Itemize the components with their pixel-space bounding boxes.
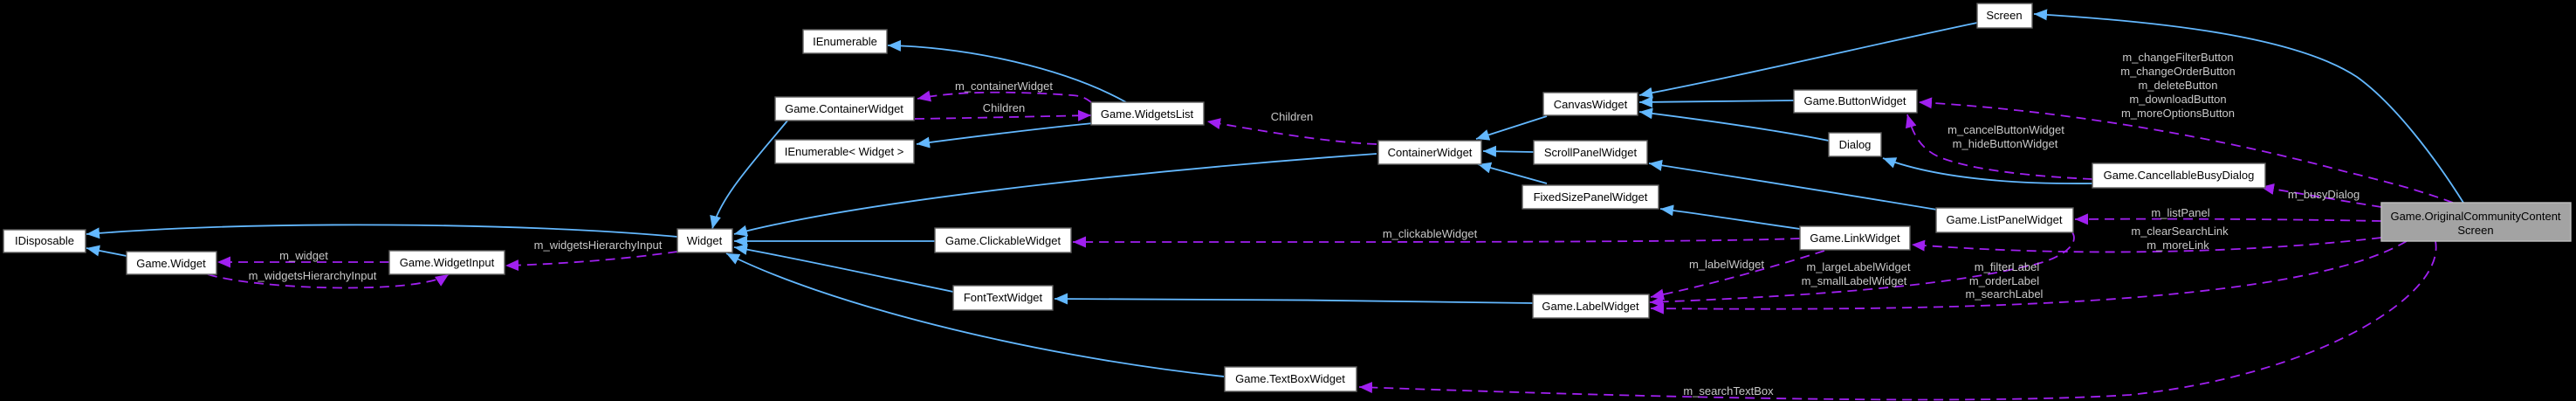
svg-text:IEnumerable: IEnumerable [813, 35, 877, 48]
svg-text:m_clickableWidget: m_clickableWidget [1383, 227, 1478, 240]
svg-text:m_downloadButton: m_downloadButton [2129, 93, 2226, 106]
svg-text:m_clearSearchLink: m_clearSearchLink [2131, 225, 2229, 238]
svg-text:m_searchLabel: m_searchLabel [1966, 287, 2044, 301]
svg-text:Game.ButtonWidget: Game.ButtonWidget [1803, 94, 1906, 107]
svg-text:Game.ContainerWidget: Game.ContainerWidget [785, 102, 903, 115]
svg-text:FontTextWidget: FontTextWidget [964, 291, 1043, 304]
svg-text:m_hideButtonWidget: m_hideButtonWidget [1953, 137, 2058, 150]
svg-text:IEnumerable< Widget >: IEnumerable< Widget > [785, 145, 904, 158]
svg-text:m_largeLabelWidget: m_largeLabelWidget [1806, 260, 1911, 273]
svg-text:ScrollPanelWidget: ScrollPanelWidget [1544, 146, 1638, 159]
svg-text:IDisposable: IDisposable [15, 234, 74, 247]
svg-text:Game.OriginalCommunityContent: Game.OriginalCommunityContent [2390, 210, 2560, 223]
svg-text:Game.LabelWidget: Game.LabelWidget [1542, 300, 1639, 313]
svg-text:m_moreLink: m_moreLink [2147, 239, 2209, 252]
svg-text:m_orderLabel: m_orderLabel [1969, 274, 2039, 287]
svg-text:Game.TextBoxWidget: Game.TextBoxWidget [1235, 372, 1345, 385]
svg-text:m_widgetsHierarchyInput: m_widgetsHierarchyInput [249, 269, 377, 282]
svg-text:CanvasWidget: CanvasWidget [1554, 98, 1628, 111]
svg-text:m_cancelButtonWidget: m_cancelButtonWidget [1947, 123, 2064, 136]
svg-text:m_changeOrderButton: m_changeOrderButton [2120, 65, 2236, 78]
svg-text:Game.LinkWidget: Game.LinkWidget [1810, 232, 1900, 245]
svg-text:Game.Widget: Game.Widget [136, 257, 206, 270]
svg-text:m_changeFilterButton: m_changeFilterButton [2122, 51, 2233, 64]
svg-text:m_busyDialog: m_busyDialog [2288, 188, 2360, 201]
svg-text:Game.WidgetInput: Game.WidgetInput [400, 256, 495, 269]
svg-text:m_smallLabelWidget: m_smallLabelWidget [1802, 274, 1907, 287]
svg-text:Screen: Screen [2457, 224, 2493, 237]
svg-text:Game.ListPanelWidget: Game.ListPanelWidget [1947, 213, 2063, 226]
svg-text:Game.CancellableBusyDialog: Game.CancellableBusyDialog [2104, 169, 2255, 182]
svg-text:m_searchTextBox: m_searchTextBox [1683, 384, 1774, 398]
svg-text:Game.WidgetsList: Game.WidgetsList [1101, 107, 1194, 121]
svg-text:Dialog: Dialog [1839, 138, 1872, 151]
svg-text:FixedSizePanelWidget: FixedSizePanelWidget [1534, 190, 1648, 204]
svg-text:Widget: Widget [687, 234, 723, 247]
svg-text:m_widgetsHierarchyInput: m_widgetsHierarchyInput [534, 239, 663, 252]
svg-text:m_deleteButton: m_deleteButton [2138, 79, 2217, 92]
svg-text:m_widget: m_widget [279, 249, 328, 262]
svg-text:m_moreOptionsButton: m_moreOptionsButton [2121, 107, 2235, 120]
svg-text:m_labelWidget: m_labelWidget [1689, 258, 1764, 271]
svg-text:Children: Children [1271, 110, 1313, 123]
svg-text:m_listPanel: m_listPanel [2151, 206, 2209, 219]
svg-text:m_filterLabel: m_filterLabel [1975, 260, 2040, 273]
svg-text:m_containerWidget: m_containerWidget [955, 80, 1053, 93]
svg-text:Screen: Screen [1986, 9, 2022, 22]
svg-text:ContainerWidget: ContainerWidget [1388, 146, 1473, 159]
svg-text:Game.ClickableWidget: Game.ClickableWidget [945, 234, 1061, 247]
svg-text:Children: Children [983, 101, 1025, 114]
